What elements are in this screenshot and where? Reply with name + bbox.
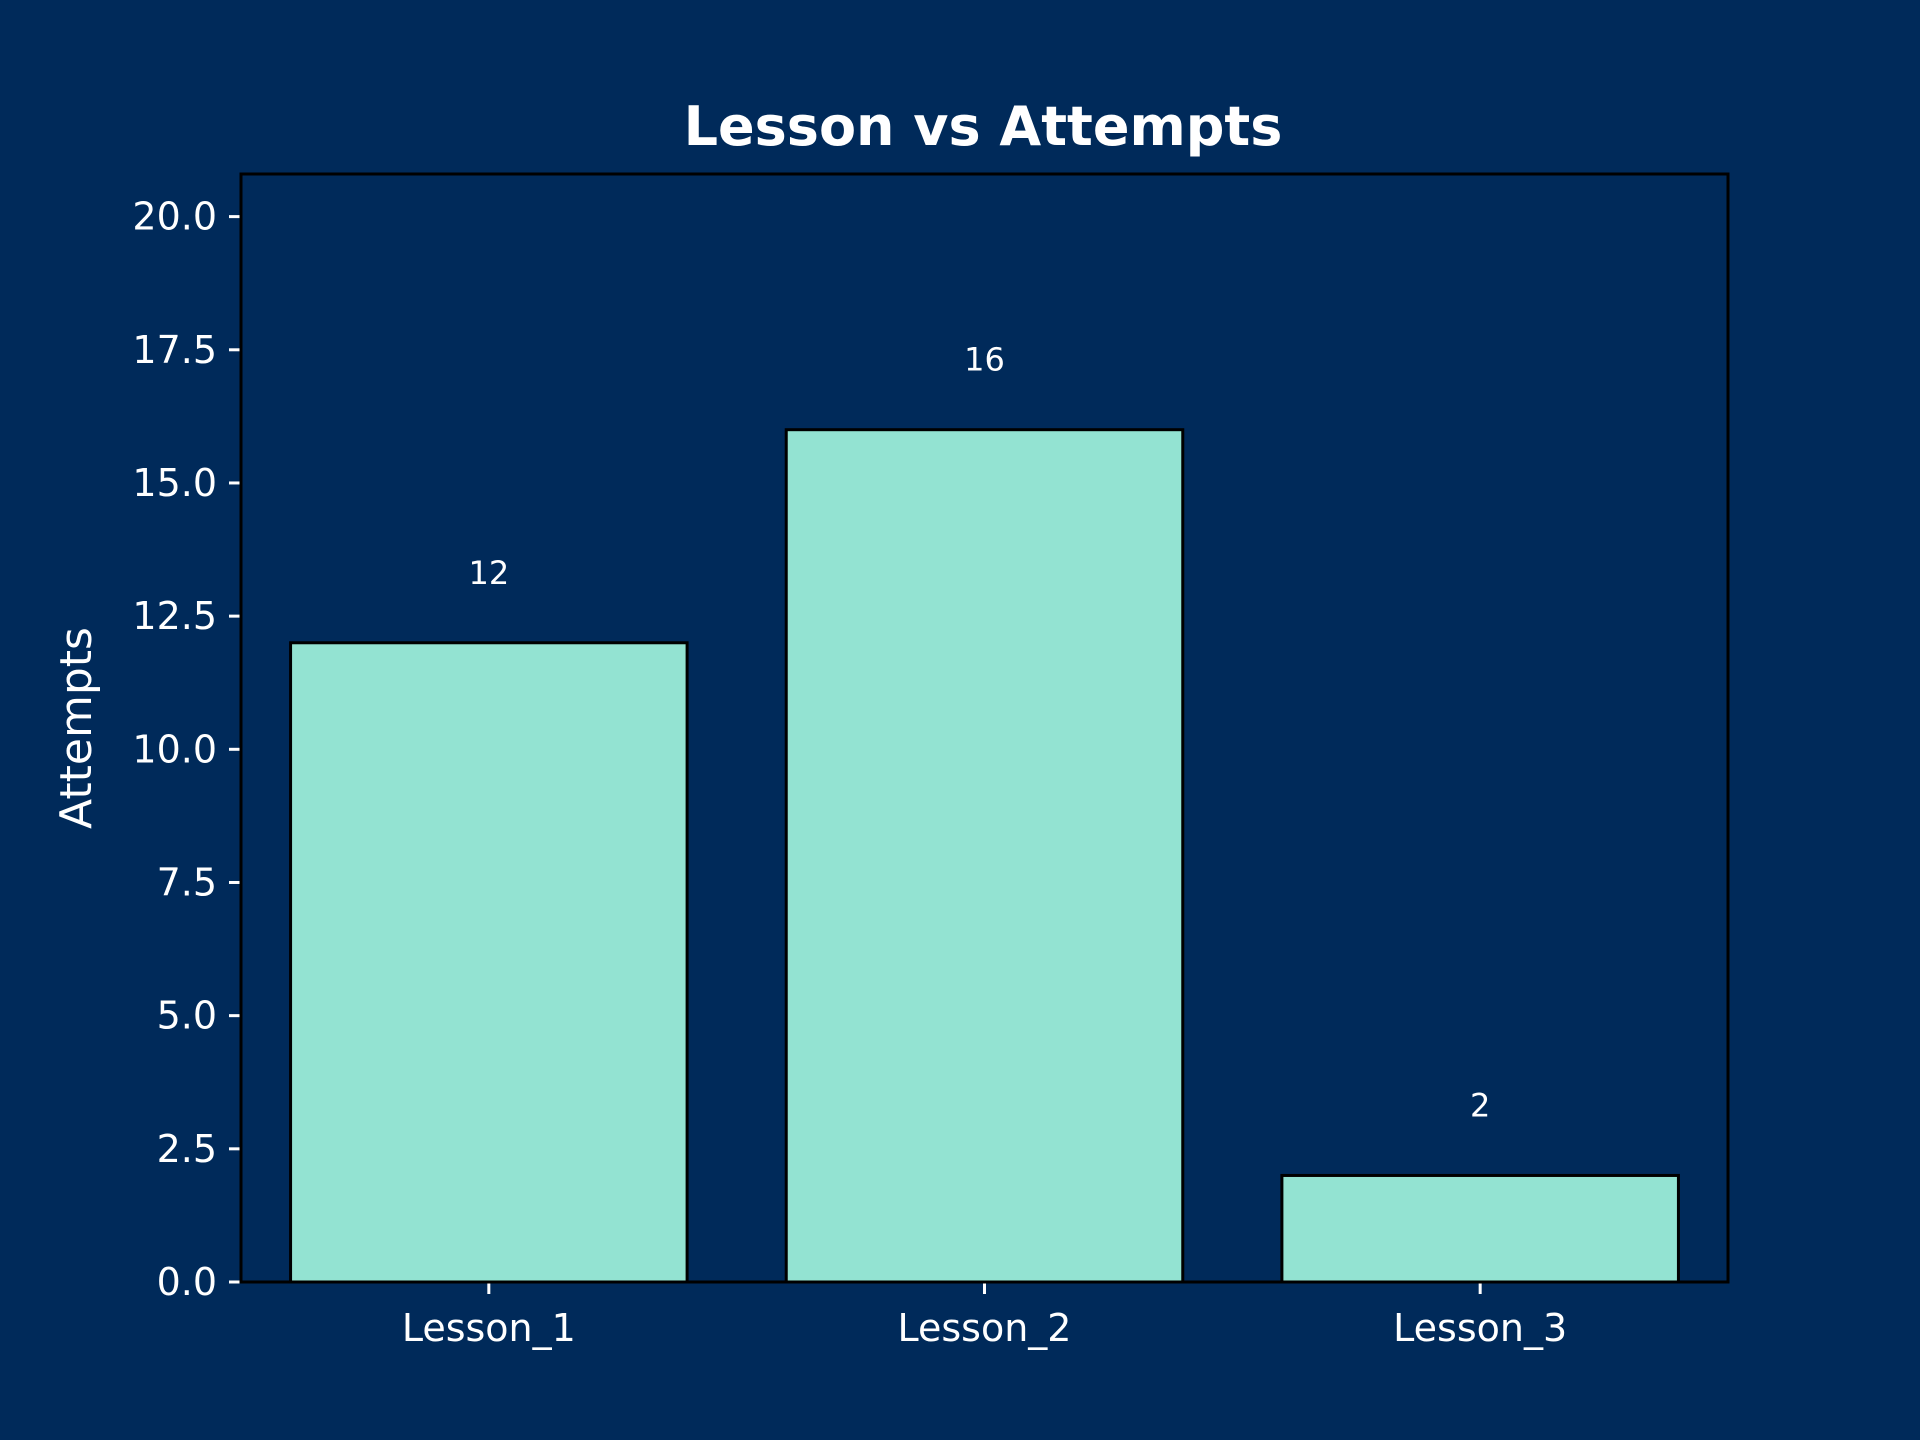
x-tick-label: Lesson_2 [898, 1306, 1072, 1350]
y-tick-label: 10.0 [132, 727, 217, 771]
bar [289, 641, 689, 1284]
y-tick-label: 12.5 [132, 594, 217, 638]
y-tick-label: 20.0 [132, 195, 217, 239]
bar-value-label: 12 [468, 554, 509, 592]
y-axis-ticks: 0.0 2.5 5.0 7.5 10.0 12.5 15.0 17.5 20.0 [132, 195, 241, 1304]
bar [784, 428, 1185, 1284]
bars [289, 428, 1680, 1284]
chart-title: Lesson vs Attempts [684, 95, 1283, 158]
y-tick-label: 5.0 [157, 994, 217, 1038]
bar-value-label: 2 [1470, 1086, 1490, 1124]
bar [1280, 1173, 1680, 1284]
y-tick-label: 17.5 [132, 328, 217, 372]
y-tick-label: 15.0 [132, 461, 217, 505]
plot-area-frame [239, 172, 1730, 1284]
x-tick-label: Lesson_1 [402, 1306, 576, 1350]
y-tick-label: 0.0 [157, 1260, 217, 1304]
x-axis-ticks: Lesson_1 Lesson_2 Lesson_3 [402, 1282, 1567, 1350]
x-tick-label: Lesson_3 [1393, 1306, 1567, 1350]
y-tick-label: 2.5 [157, 1127, 217, 1171]
bar-value-label: 16 [964, 341, 1005, 379]
y-axis-label: Attempts [51, 627, 102, 829]
y-tick-label: 7.5 [157, 860, 217, 904]
value-labels: 12 16 2 [468, 341, 1490, 1125]
